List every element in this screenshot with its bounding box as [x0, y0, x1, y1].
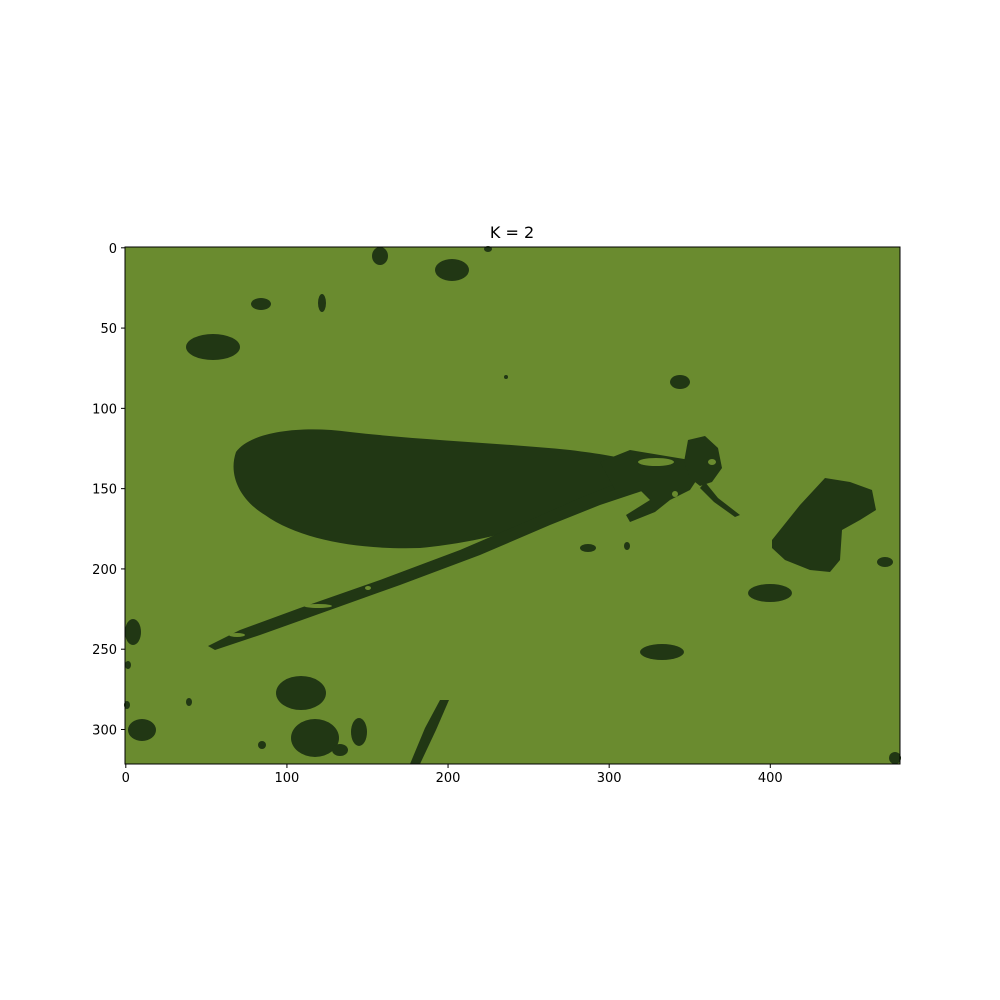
x-tick-label: 400	[758, 771, 783, 786]
gap	[638, 458, 674, 466]
gap	[365, 586, 371, 590]
x-axis: 0 100 200 300 400	[122, 764, 783, 786]
blob	[276, 676, 326, 710]
blob	[318, 294, 326, 312]
y-tick-label: 150	[92, 483, 117, 498]
blob	[186, 698, 192, 706]
x-tick-label: 100	[275, 771, 300, 786]
segmented-image	[124, 246, 901, 765]
blob	[670, 375, 690, 389]
blob	[291, 719, 339, 757]
blob	[624, 542, 630, 550]
damselfly-head	[684, 436, 722, 486]
blob	[258, 741, 266, 749]
plot-title: K = 2	[490, 223, 534, 242]
y-tick-label: 100	[92, 402, 117, 417]
blob	[435, 259, 469, 281]
y-tick-label: 250	[92, 643, 117, 658]
blob	[889, 752, 901, 764]
blob	[748, 584, 792, 602]
y-tick-label: 50	[100, 322, 117, 337]
gap	[229, 633, 245, 637]
x-tick-label: 200	[436, 771, 461, 786]
blob-large	[772, 478, 876, 572]
y-tick-label: 300	[92, 723, 117, 738]
blob	[125, 619, 141, 645]
blob	[640, 644, 684, 660]
y-tick-label: 200	[92, 563, 117, 578]
x-tick-label: 300	[597, 771, 622, 786]
blob	[372, 247, 388, 265]
blob	[504, 375, 508, 379]
damselfly-thorax	[600, 450, 700, 522]
twig	[410, 700, 449, 764]
blob	[351, 718, 367, 746]
blob	[251, 298, 271, 310]
y-axis: 0 50 100 150 200 250 300	[92, 242, 125, 738]
gap	[672, 491, 678, 497]
blob	[186, 334, 240, 360]
wing-gaps	[229, 458, 716, 637]
y-tick-label: 0	[109, 242, 117, 257]
blob	[125, 661, 131, 669]
gap	[708, 459, 716, 465]
blob	[580, 544, 596, 552]
blob	[332, 744, 348, 756]
x-tick-label: 0	[122, 771, 130, 786]
blob	[877, 557, 893, 567]
axes-frame	[124, 246, 901, 765]
gap	[304, 604, 332, 608]
damselfly-leg	[700, 482, 740, 517]
blob	[128, 719, 156, 741]
